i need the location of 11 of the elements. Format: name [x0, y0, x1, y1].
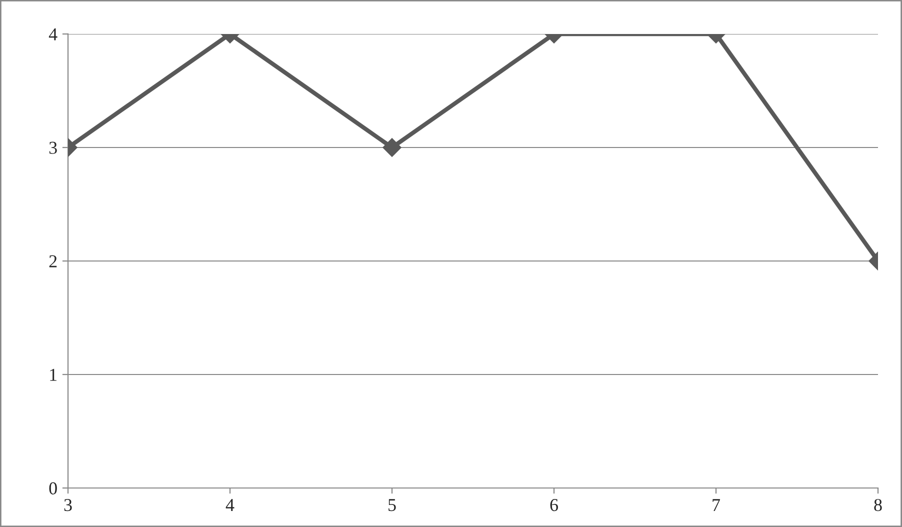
- x-tick-label: 4: [226, 499, 234, 511]
- x-tick-label: 6: [550, 498, 558, 512]
- y-tick-label: 4: [48, 28, 58, 40]
- x-tick-label: 5: [388, 499, 396, 512]
- y-tick-label: 1: [50, 368, 57, 381]
- y-tick-label: 0: [49, 482, 57, 494]
- x-tick-label: 8: [874, 498, 882, 512]
- x-tick-label: 3: [64, 498, 72, 512]
- y-tick-label: 3: [49, 142, 57, 154]
- x-tick-label: 7: [712, 499, 720, 511]
- y-tick-label: 2: [49, 255, 57, 268]
